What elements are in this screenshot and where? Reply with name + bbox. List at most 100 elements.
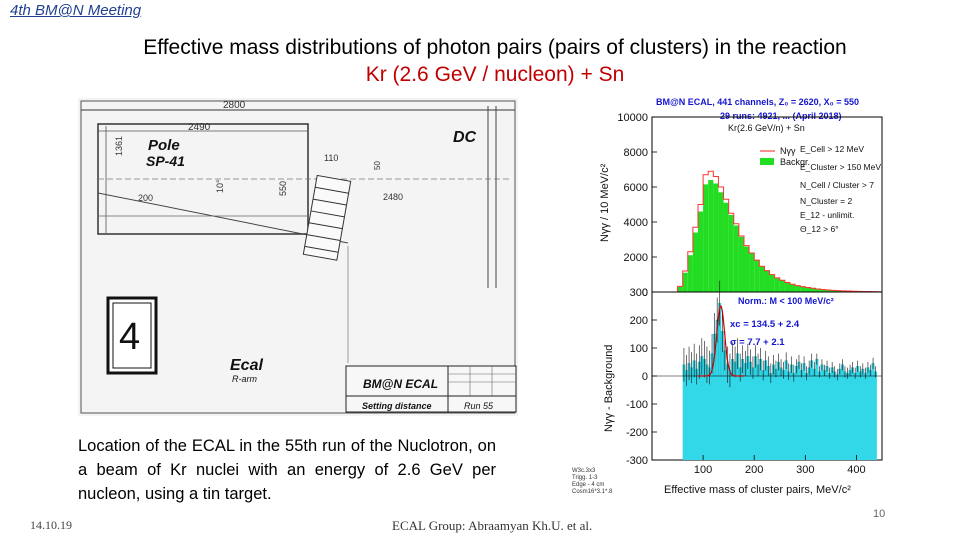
top-bar: [810, 288, 816, 292]
norm-label: Norm.: M < 100 MeV/c²: [738, 296, 834, 306]
stamp-run: Run 55: [464, 401, 494, 411]
bottom-fill-region: [682, 376, 877, 460]
top-bar: [698, 211, 704, 292]
mass-distribution-figure: BM@N ECAL, 441 channels, Z₀ = 2620, X₀ =…: [570, 92, 890, 502]
title-block-stamp: [345, 365, 517, 413]
pole-label: Pole: [148, 137, 180, 154]
top-bar: [682, 272, 688, 292]
slide-title-line1: Effective mass distributions of photon p…: [143, 36, 847, 59]
bottom-panel: -300 -200 -100 0 100 200 300 100 200 300 400 Norm…: [603, 280, 883, 496]
top-bar: [759, 266, 765, 292]
top-bar: [800, 286, 806, 292]
xtick-label: 300: [796, 464, 814, 476]
bottom-ylabel: Nγγ - Background: [603, 345, 615, 432]
xtick-label: 100: [694, 464, 712, 476]
fit-xc: xc = 134.5 + 2.4: [730, 319, 800, 330]
ecal-sub-label: R-arm: [232, 374, 257, 384]
bottom-ytick-label: -100: [626, 399, 648, 411]
top-bar: [774, 278, 780, 292]
top-bar: [749, 253, 755, 292]
top-ytick-label: 8000: [624, 147, 648, 159]
dim-50: 50: [373, 161, 382, 170]
top-ytick-label: 6000: [624, 182, 648, 194]
top-bar: [815, 289, 821, 292]
top-bar: [769, 274, 775, 292]
meeting-header-link[interactable]: 4th BM@N Meeting: [10, 2, 142, 19]
bottom-ytick-label: -200: [626, 427, 648, 439]
fit-sigma: σ = 7.7 + 2.1: [730, 337, 785, 348]
bottom-ytick-label: 0: [642, 371, 648, 383]
top-bar: [795, 285, 801, 292]
top-bar: [703, 184, 709, 292]
dim-2490: 2490: [188, 122, 211, 133]
footer-page-number: 10: [873, 508, 886, 520]
top-bar: [825, 289, 831, 292]
cut-ecell: E_Cell > 12 MeV: [800, 144, 864, 154]
dim-2480: 2480: [383, 192, 403, 202]
cut-ncell: N_Cell / Cluster > 7: [800, 180, 874, 190]
drawing-caption: Location of the ECAL in the 55th run of …: [78, 437, 496, 503]
stamp-setting: Setting distance: [362, 401, 432, 411]
ecal-module-stack: [302, 174, 352, 261]
cut-ncluster: N_Cluster = 2: [800, 196, 852, 206]
top-bar: [820, 289, 826, 292]
top-bars-group: [677, 180, 882, 292]
top-bar: [718, 192, 724, 292]
xtick-label: 400: [847, 464, 865, 476]
cut-theta12: Θ_12 > 6°: [800, 224, 839, 234]
cut-ecluster: E_Cluster > 150 MeV: [800, 162, 881, 172]
top-ytick-label: 2000: [624, 252, 648, 264]
xtick-label: 200: [745, 464, 763, 476]
dim-550: 550: [278, 181, 288, 196]
ngg-curve: [672, 170, 882, 293]
top-ytick-label: 0: [642, 287, 648, 299]
plot-header-line2: 29 runs: 4921, ... (April 2018): [720, 111, 842, 121]
plot-header-line1: BM@N ECAL, 441 channels, Z₀ = 2620, X₀ =…: [656, 97, 859, 107]
bottom-errors-group: [683, 280, 876, 388]
slide-title-line2: Kr (2.6 GeV / nucleon) + Sn: [365, 63, 625, 86]
bottom-ytick-label: 300: [630, 287, 648, 299]
dim-200: 200: [138, 193, 153, 203]
top-bar: [744, 246, 750, 292]
top-bar: [836, 290, 842, 292]
top-bar: [728, 215, 734, 292]
top-panel: 0 2000 4000 6000 8000 10000 Nγγ / 10 MeV/c² N…: [599, 112, 883, 299]
top-bar: [779, 280, 785, 292]
footnote-2: Trigg. 1-3: [572, 475, 598, 481]
top-ylabel: Nγγ / 10 MeV/c²: [599, 163, 611, 242]
bottom-xlabel: Effective mass of cluster pairs, MeV/c²: [664, 484, 851, 496]
top-bar: [754, 260, 760, 292]
top-bar: [764, 271, 770, 292]
top-bar: [708, 180, 714, 292]
dim-110: 110: [324, 153, 338, 163]
footer-group: ECAL Group: Abraamyan Kh.U. et al.: [392, 518, 593, 533]
pole-sub-label: SP-41: [146, 153, 185, 169]
top-bar: [713, 183, 719, 292]
dim-2800: 2800: [223, 100, 246, 111]
footnote-3: Edge - 4 cm: [572, 482, 604, 488]
frame-number-box: [106, 296, 158, 375]
top-ytick-label: 10000: [617, 112, 648, 124]
top-bar: [677, 286, 683, 292]
bottom-ytick-label: 200: [630, 315, 648, 327]
stamp-title: BM@N ECAL: [363, 377, 438, 391]
dim-1361: 1361: [114, 136, 124, 156]
bottom-ytick-label: -300: [626, 455, 648, 467]
bottom-ytick-label: 100: [630, 343, 648, 355]
gauss-fit-curve: [698, 305, 744, 377]
top-bar: [830, 290, 836, 292]
top-bar: [733, 225, 739, 292]
top-bar: [692, 232, 698, 292]
ecal-label: Ecal: [230, 357, 263, 374]
frame-number: 4: [119, 316, 140, 358]
ecal-location-drawing: 2800 2490 1361 Pole SP-41 200 10° 550 11…: [78, 98, 518, 416]
plot-header-line3: Kr(2.6 GeV/n) + Sn: [728, 123, 805, 133]
footer-date: 14.10.19: [30, 518, 72, 532]
top-bar: [687, 255, 693, 292]
top-bar: [805, 287, 811, 292]
cut-e12: E_12 - unlimit.: [800, 210, 854, 220]
top-bar: [723, 202, 729, 292]
dc-label: DC: [453, 129, 477, 146]
legend-backgr: Backgr.: [780, 157, 810, 167]
top-bar: [738, 236, 744, 292]
